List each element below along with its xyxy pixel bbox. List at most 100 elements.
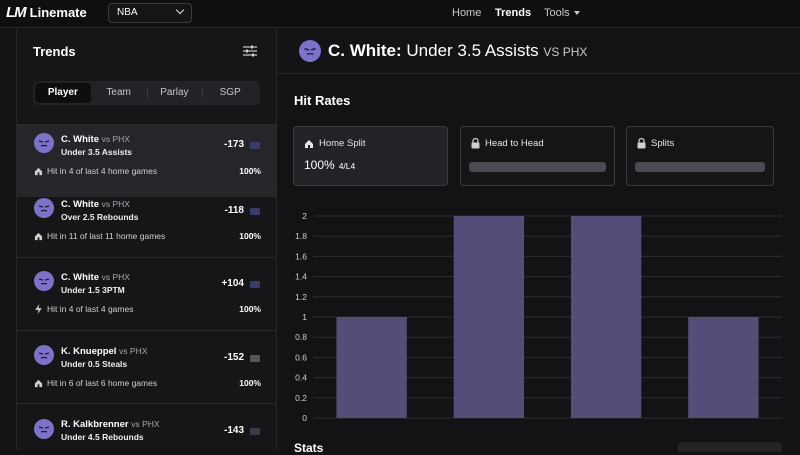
y-tick-label: 1.8	[295, 231, 307, 241]
trend-card[interactable]: C. White vs PHX Under 1.5 3PTM +104 Hit …	[17, 257, 276, 330]
trend-card[interactable]: R. Kalkbrenner vs PHX Under 4.5 Rebounds…	[17, 403, 276, 450]
trend-type-tabs: Player Team Parlay SGP	[33, 81, 260, 105]
sportsbook-icon	[250, 428, 260, 435]
card-odds: -143	[223, 425, 244, 436]
split-card-head-to-head[interactable]: Head to Head	[460, 126, 615, 186]
card-hit-row: Hit in 4 of last 4 games	[34, 304, 133, 314]
caret-down-icon	[573, 11, 580, 16]
sportsbook-icon	[250, 281, 260, 288]
section-title: Hit Rates	[294, 93, 351, 108]
y-tick-label: 1.6	[295, 251, 307, 261]
y-tick-label: 1.2	[295, 292, 307, 302]
home-icon	[34, 232, 43, 240]
split-pct: 100%	[304, 158, 335, 172]
card-opponent: vs PHX	[101, 134, 130, 144]
card-hit-row: Hit in 6 of last 6 home games	[34, 378, 157, 388]
split-card-home[interactable]: Home Split 100% 4/L4	[293, 126, 448, 186]
hit-rate-bar[interactable]	[688, 317, 759, 418]
avatar-face-icon	[38, 140, 50, 147]
card-player-name: C. White	[61, 199, 99, 210]
card-opponent: vs PHX	[119, 346, 148, 356]
logo-text: Linemate	[29, 5, 87, 20]
detail-title: C. White: Under 3.5 Assists VS PHX	[328, 41, 587, 61]
lightning-icon	[35, 304, 42, 314]
home-icon	[34, 379, 43, 387]
card-market: Under 0.5 Steals	[61, 359, 128, 369]
logo[interactable]: LM Linemate	[6, 4, 87, 21]
nav-tools-label: Tools	[544, 7, 570, 19]
split-label-text: Splits	[651, 138, 675, 149]
card-player: C. White vs PHX	[61, 272, 130, 283]
sidebar-title: Trends	[33, 44, 76, 59]
hit-rate-bar[interactable]	[453, 216, 525, 418]
trend-card[interactable]: C. White vs PHX Under 3.5 Assists -173 H…	[17, 124, 276, 197]
league-select[interactable]: NBA	[108, 3, 192, 23]
card-hit-text: Hit in 6 of last 6 home games	[47, 378, 158, 388]
y-tick-label: 0.2	[295, 393, 307, 403]
player-avatar	[34, 419, 54, 439]
card-player: K. Knueppel vs PHX	[61, 346, 147, 357]
detail-opponent: VS PHX	[543, 45, 588, 59]
card-player-name: C. White	[61, 272, 99, 283]
card-opponent: vs PHX	[101, 272, 130, 282]
split-label: Home Split	[304, 138, 365, 149]
card-odds: -152	[223, 352, 244, 363]
card-player: C. White vs PHX	[61, 199, 130, 210]
hit-rate-bar[interactable]	[570, 216, 642, 418]
stats-toggle[interactable]	[678, 442, 782, 452]
player-avatar	[299, 40, 321, 62]
trend-card[interactable]: K. Knueppel vs PHX Under 0.5 Steals -152…	[17, 330, 276, 403]
logo-mark: LM	[6, 4, 27, 21]
player-avatar	[34, 133, 54, 153]
sportsbook-icon	[250, 355, 260, 362]
tab-parlay[interactable]: Parlay	[146, 83, 203, 103]
lock-icon	[471, 138, 480, 149]
tab-player[interactable]: Player	[35, 83, 91, 103]
stats-section-title: Stats	[294, 441, 324, 455]
y-tick-label: 1.4	[295, 272, 307, 282]
trend-detail: C. White: Under 3.5 Assists VS PHX Hit R…	[277, 29, 800, 455]
avatar-face-icon	[38, 352, 50, 359]
y-tick-label: 1	[302, 312, 307, 322]
detail-player: C. White:	[328, 41, 402, 60]
card-player-name: R. Kalkbrenner	[61, 419, 129, 430]
league-select-value: NBA	[117, 7, 138, 18]
nav-tools[interactable]: Tools	[544, 7, 580, 19]
card-hit-row: Hit in 4 of last 4 home games	[34, 166, 157, 176]
card-odds: -118	[224, 205, 244, 216]
hit-rate-bar-chart: 0 0.2 0.4 0.6 0.8 1 1.2 1.4 1.6 1.8 2	[295, 211, 782, 423]
card-hit-text: Hit in 4 of last 4 home games	[47, 166, 158, 176]
hit-rate-bar[interactable]	[336, 317, 407, 418]
card-opponent: vs PHX	[101, 199, 130, 209]
home-icon	[305, 139, 313, 148]
tab-team[interactable]: Team	[106, 87, 131, 98]
card-odds: -173	[223, 139, 244, 150]
card-hit-pct: 100%	[239, 166, 261, 176]
card-player: R. Kalkbrenner vs PHX	[61, 419, 160, 430]
nav-trends[interactable]: Trends	[495, 7, 532, 19]
trend-card[interactable]: C. White vs PHX Over 2.5 Rebounds -118 H…	[17, 186, 276, 259]
split-record: 4/L4	[338, 161, 356, 171]
split-card-splits[interactable]: Splits	[626, 126, 774, 186]
tab-sgp[interactable]: SGP	[202, 83, 258, 103]
locked-placeholder-bar	[635, 162, 765, 172]
card-odds: +104	[221, 278, 244, 289]
y-tick-label: 0.6	[295, 352, 307, 362]
avatar-face-icon	[304, 48, 316, 55]
chevron-down-icon	[175, 5, 185, 15]
filter-icon[interactable]	[243, 45, 257, 57]
card-opponent: vs PHX	[131, 419, 160, 429]
card-hit-text: Hit in 11 of last 11 home games	[47, 231, 166, 241]
split-label: Head to Head	[471, 138, 544, 149]
player-avatar	[34, 345, 54, 365]
card-market: Under 4.5 Rebounds	[61, 432, 144, 442]
split-value: 100% 4/L4	[304, 158, 355, 172]
split-label-text: Home Split	[319, 138, 366, 149]
card-market: Under 1.5 3PTM	[61, 285, 125, 295]
card-hit-pct: 100%	[239, 378, 261, 388]
card-hit-row: Hit in 11 of last 11 home games	[34, 231, 165, 241]
card-hit-pct: 100%	[239, 231, 261, 241]
nav-home[interactable]: Home	[452, 7, 482, 19]
player-avatar	[34, 198, 54, 218]
card-hit-text: Hit in 4 of last 4 games	[47, 304, 134, 314]
